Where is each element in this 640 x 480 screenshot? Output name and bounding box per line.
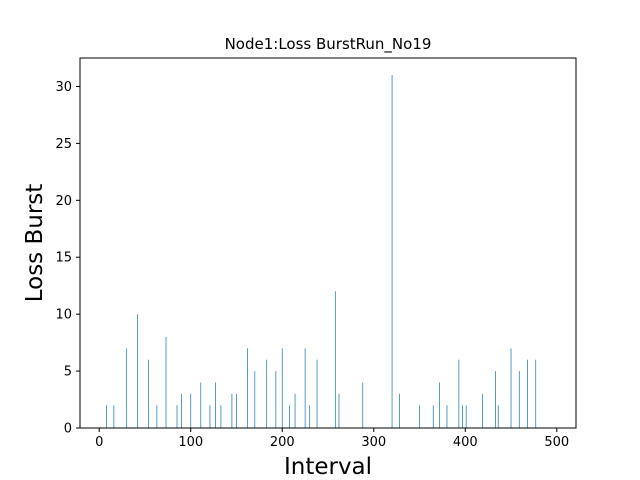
bar [106, 405, 107, 428]
bar [209, 405, 211, 428]
bar [338, 393, 340, 428]
y-axis: 0 5 10 15 20 25 30 [55, 80, 80, 437]
bar [446, 405, 448, 428]
bar [362, 382, 364, 428]
bar [510, 348, 512, 428]
x-tick-label: 400 [453, 435, 478, 450]
bar [126, 348, 128, 428]
bar [527, 359, 528, 428]
bar [304, 348, 306, 428]
bar [439, 382, 441, 428]
y-tick-label: 15 [55, 251, 72, 266]
bar [419, 405, 420, 428]
bar [156, 405, 158, 428]
bar [200, 382, 202, 428]
bar [220, 405, 222, 428]
bar [148, 359, 150, 428]
bar [215, 382, 216, 428]
bar [281, 348, 283, 428]
bar [495, 371, 496, 428]
bar [181, 393, 182, 428]
bar [275, 371, 277, 428]
bar [465, 405, 467, 428]
y-tick-label: 30 [55, 80, 72, 95]
bar [458, 359, 460, 428]
chart-title: Node1:Loss BurstRun_No19 [225, 35, 432, 54]
y-tick-label: 10 [55, 308, 72, 323]
bar [247, 348, 248, 428]
x-tick-label: 100 [178, 435, 203, 450]
bar [497, 405, 499, 428]
x-tick-label: 0 [95, 435, 103, 450]
bar [113, 405, 115, 428]
y-tick-label: 0 [64, 422, 72, 437]
y-tick-label: 5 [64, 365, 72, 380]
x-tick-label: 500 [544, 435, 569, 450]
plot-frame [79, 57, 577, 429]
bar [165, 336, 167, 428]
bar [432, 405, 434, 428]
bar [236, 393, 237, 428]
bar [334, 291, 336, 428]
bar [266, 359, 268, 428]
y-tick-label: 25 [55, 137, 72, 152]
bar [399, 393, 400, 428]
y-tick-label: 20 [55, 194, 72, 209]
bar [535, 359, 537, 428]
bar [294, 393, 296, 428]
x-tick-label: 200 [270, 435, 295, 450]
x-tick-label: 300 [361, 435, 386, 450]
bar [176, 405, 178, 428]
bars-group [106, 75, 537, 429]
bar [190, 393, 192, 428]
x-axis-label: Interval [284, 454, 372, 480]
bar [316, 359, 318, 428]
bar [289, 405, 290, 428]
bar [137, 314, 139, 428]
bar [482, 393, 484, 428]
x-axis: 0 100 200 300 400 500 [95, 428, 569, 450]
bar [309, 405, 311, 428]
bar [254, 371, 256, 428]
bar [462, 405, 463, 428]
bar [391, 75, 393, 429]
bar [518, 371, 520, 428]
bar [231, 393, 233, 428]
y-axis-label: Loss Burst [22, 184, 48, 303]
